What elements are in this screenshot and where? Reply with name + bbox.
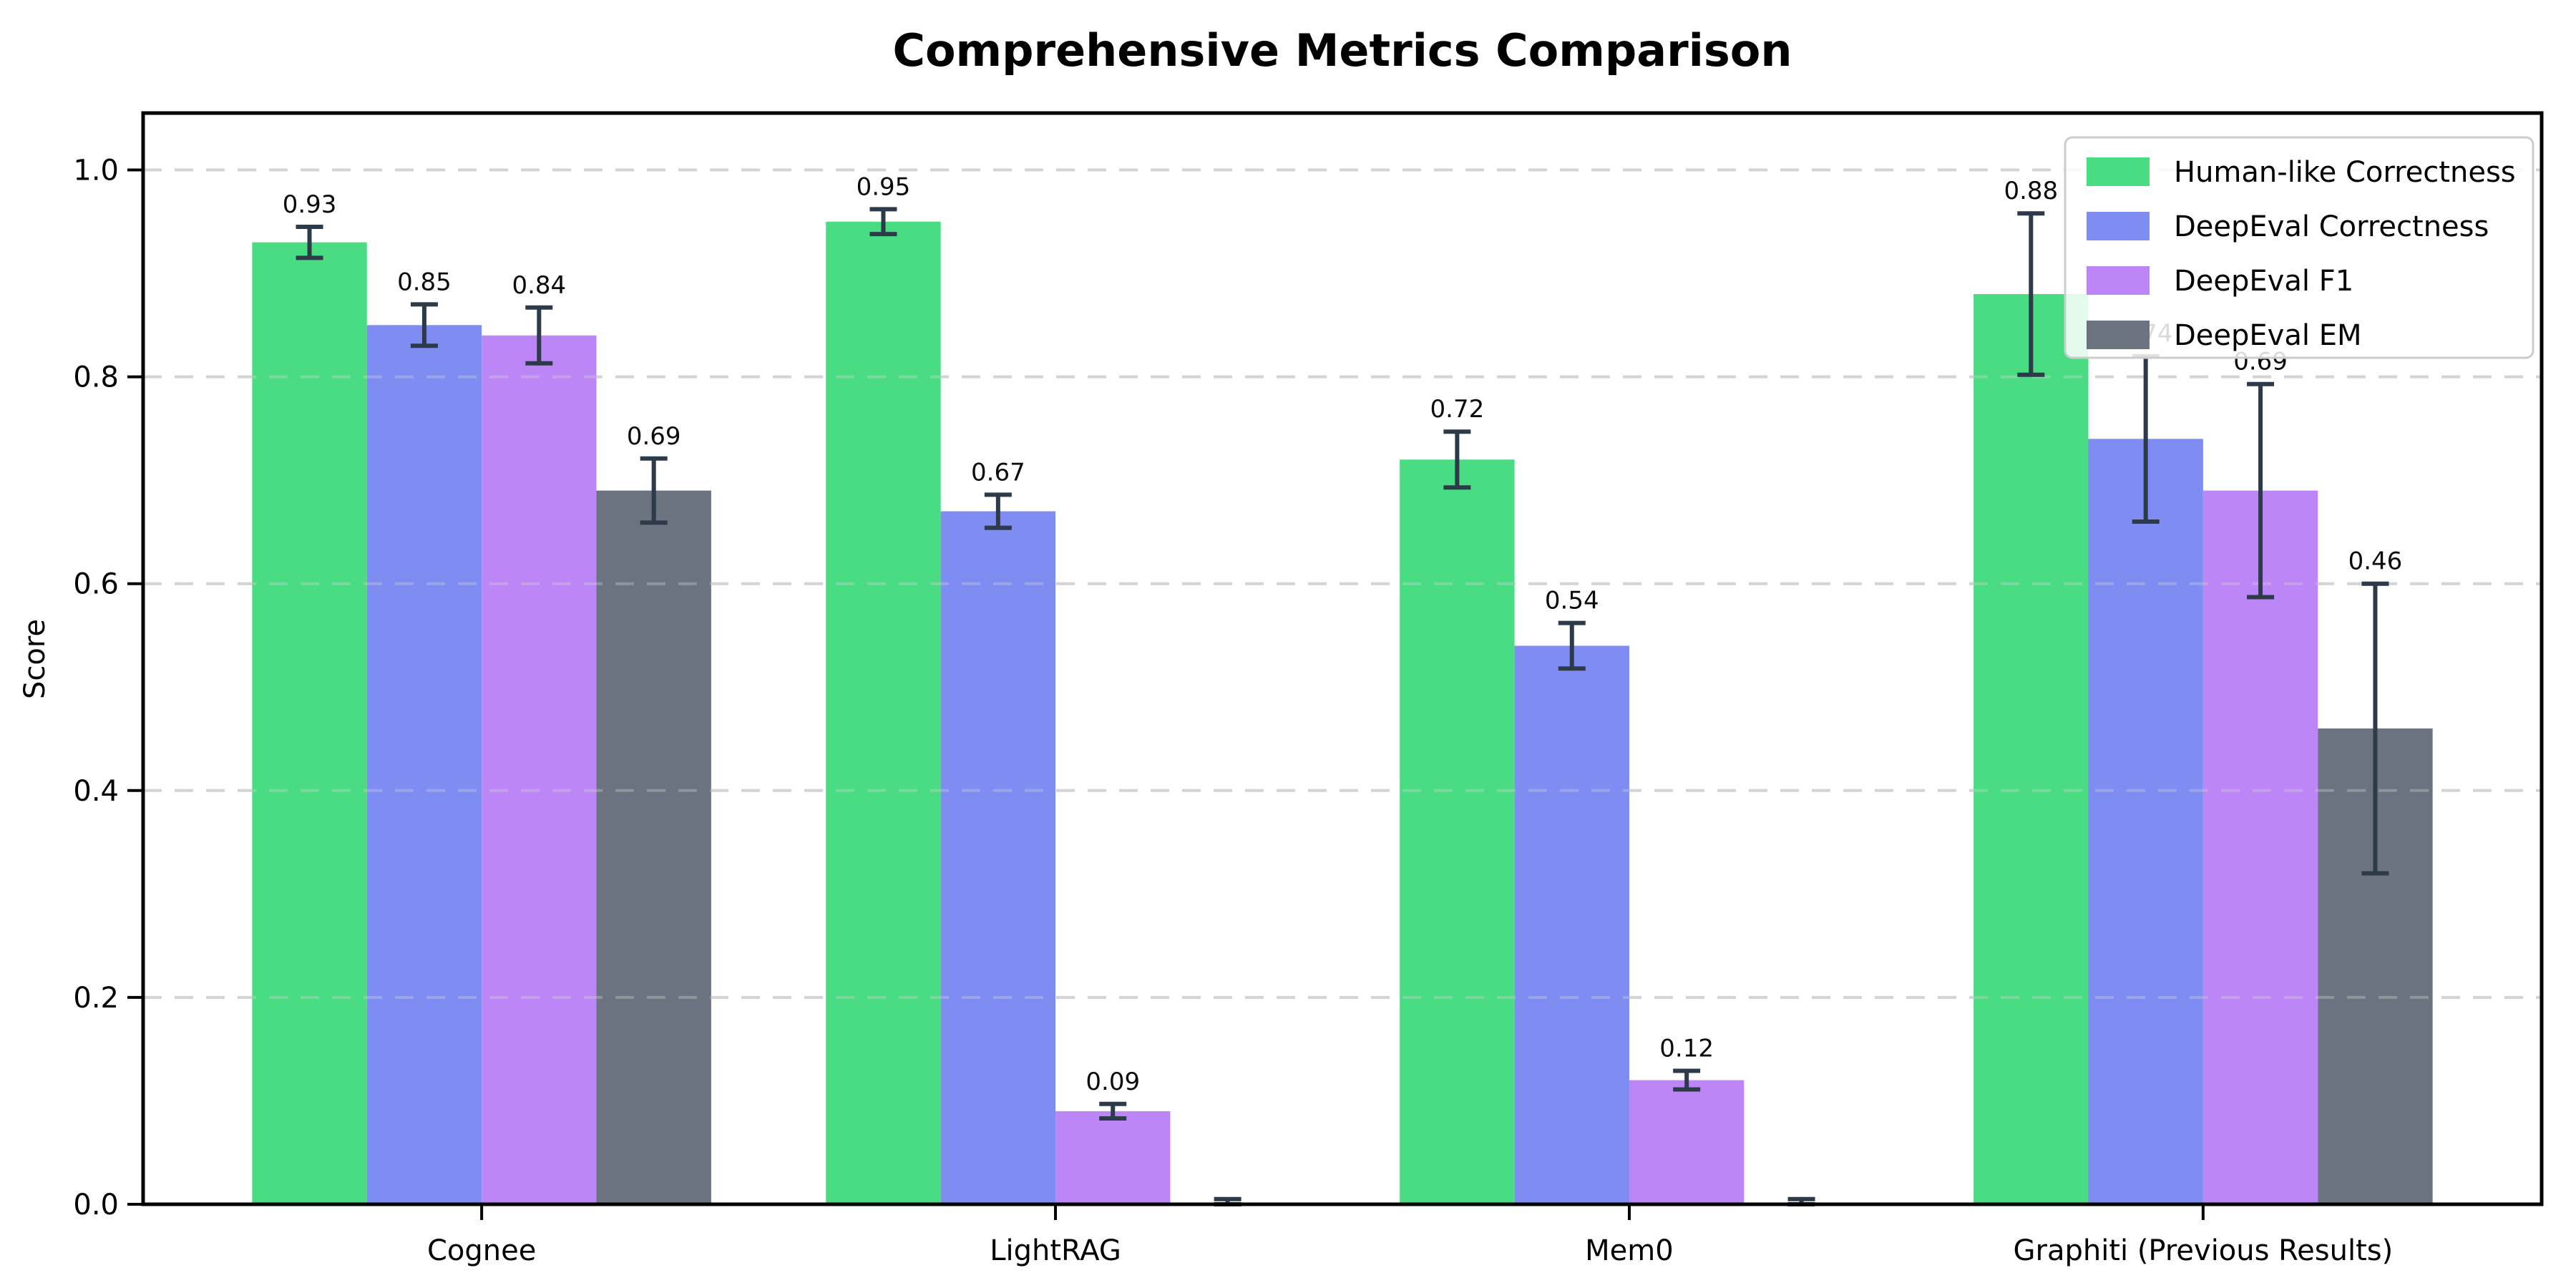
bar-value-label: 0.46 [2348,547,2403,576]
errorbar-2-2 [1673,1068,1701,1092]
errorbar-2-0 [525,305,553,366]
errorbar-1-1 [984,492,1012,530]
legend-swatch-3 [2087,321,2150,349]
bar-deepeval-f1-2 [1629,1080,1745,1204]
legend-label-3: DeepEval EM [2174,319,2361,352]
bar-value-label: 0.69 [627,422,681,451]
plot-border [141,111,2544,1206]
errorbar-2-1 [1099,1101,1127,1121]
errorbar-0-2 [1443,429,1471,490]
chart-title: Comprehensive Metrics Comparison [892,24,1792,77]
y-tick-label: 0.6 [73,568,119,601]
bar-deepeval-correctness-0 [366,325,482,1204]
y-tick-label: 0.8 [73,361,119,394]
legend-box [2064,136,2534,359]
legend: Human-like Correctness DeepEval Correctne… [2064,136,2534,359]
bar-deepeval-correctness-3 [2088,439,2203,1204]
x-tick-label: Graphiti (Previous Results) [2014,1234,2394,1267]
legend-label-2: DeepEval F1 [2174,265,2353,298]
bar-human-like-correctness-1 [826,221,941,1205]
errorbar-0-3 [2017,211,2045,377]
bar-human-like-correctness-2 [1400,459,1515,1204]
bar-deepeval-f1-3 [2202,490,2318,1204]
bar-value-label: 0.67 [971,458,1025,487]
legend-swatch-2 [2087,266,2150,295]
bar-value-label: 0.84 [512,271,566,300]
bar-value-label: 0.12 [1659,1035,1714,1063]
legend-label-1: DeepEval Correctness [2174,210,2489,243]
bar-value-label: 0.09 [1085,1068,1140,1096]
y-axis-label: Score [19,619,52,699]
legend-label-0: Human-like Correctness [2174,156,2516,189]
bar-deepeval-f1-1 [1055,1111,1171,1204]
y-tick-label: 1.0 [73,155,119,187]
bar-deepeval-correctness-1 [940,511,1056,1204]
y-tick-label: 0.2 [73,982,119,1015]
errorbar-1-0 [410,302,438,348]
bar-value-label: 0.95 [857,172,911,201]
bar-human-like-correctness-0 [252,242,367,1204]
axes: 0.0 0.2 0.4 0.6 0.8 1.0 Cognee LightRAG Mem0 Grap… [73,111,2544,1267]
errorbar-0-1 [869,207,897,237]
x-tick-label: LightRAG [990,1234,1121,1267]
legend-swatch-1 [2087,212,2150,240]
legend-swatch-0 [2087,157,2150,186]
bar-value-label: 0.72 [1430,395,1485,424]
x-tick-label: Mem0 [1585,1234,1674,1267]
bar-deepeval-f1-0 [482,335,597,1204]
y-tick-label: 0.0 [73,1189,119,1221]
bar-value-label: 0.93 [283,190,337,219]
errorbar-2-3 [2247,381,2275,600]
x-tick-label: Cognee [427,1234,536,1267]
bars [252,221,2433,1205]
errorbar-3-3 [2361,581,2389,876]
errorbar-1-2 [1558,620,1586,671]
bar-deepeval-correctness-2 [1514,645,1629,1204]
bar-value-label: 0.85 [397,268,452,296]
bar-value-label: 0.54 [1545,587,1599,615]
bar-human-like-correctness-3 [1974,293,2089,1204]
errorbar-3-0 [640,456,668,525]
bar-deepeval-em-0 [596,490,711,1204]
bar-value-label: 0.88 [2004,177,2058,205]
errorbar-0-0 [296,225,323,260]
y-tick-label: 0.4 [73,775,119,808]
